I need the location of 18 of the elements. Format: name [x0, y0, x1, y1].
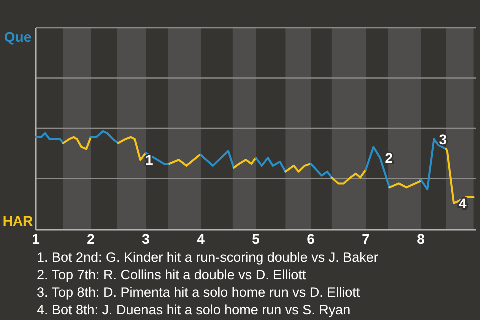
- text: 2. Top 7th: R. Collins hit a double vs D. Elliott: [37, 268, 306, 282]
- text: 4. Bot 8th: J. Duenas hit a solo home run vs S. Ryan: [37, 302, 351, 318]
- x-tick-label: 8: [417, 231, 426, 247]
- x-tick-label: 6: [307, 231, 316, 247]
- x-tick-label: 3: [142, 231, 150, 247]
- text: HAR: [2, 213, 34, 229]
- text: 1. Bot 2nd: G. Kinder hit a run-scoring double vs J. Baker: [37, 250, 379, 265]
- x-tick-label: 7: [362, 231, 370, 247]
- annotation: 3: [439, 131, 448, 148]
- text: Que: [4, 29, 32, 45]
- x-tick-label: 4: [197, 231, 206, 247]
- x-tick-label: 5: [252, 231, 260, 247]
- annotation: 1: [146, 152, 154, 168]
- x-tick-label: 1: [32, 231, 40, 247]
- x-tick-label: 2: [87, 231, 96, 247]
- annotation: 2: [385, 150, 394, 166]
- annotation: 4: [459, 195, 467, 212]
- text: 3. Top 8th: D. Pimenta hit a solo home run vs D. Elliott: [37, 285, 360, 300]
